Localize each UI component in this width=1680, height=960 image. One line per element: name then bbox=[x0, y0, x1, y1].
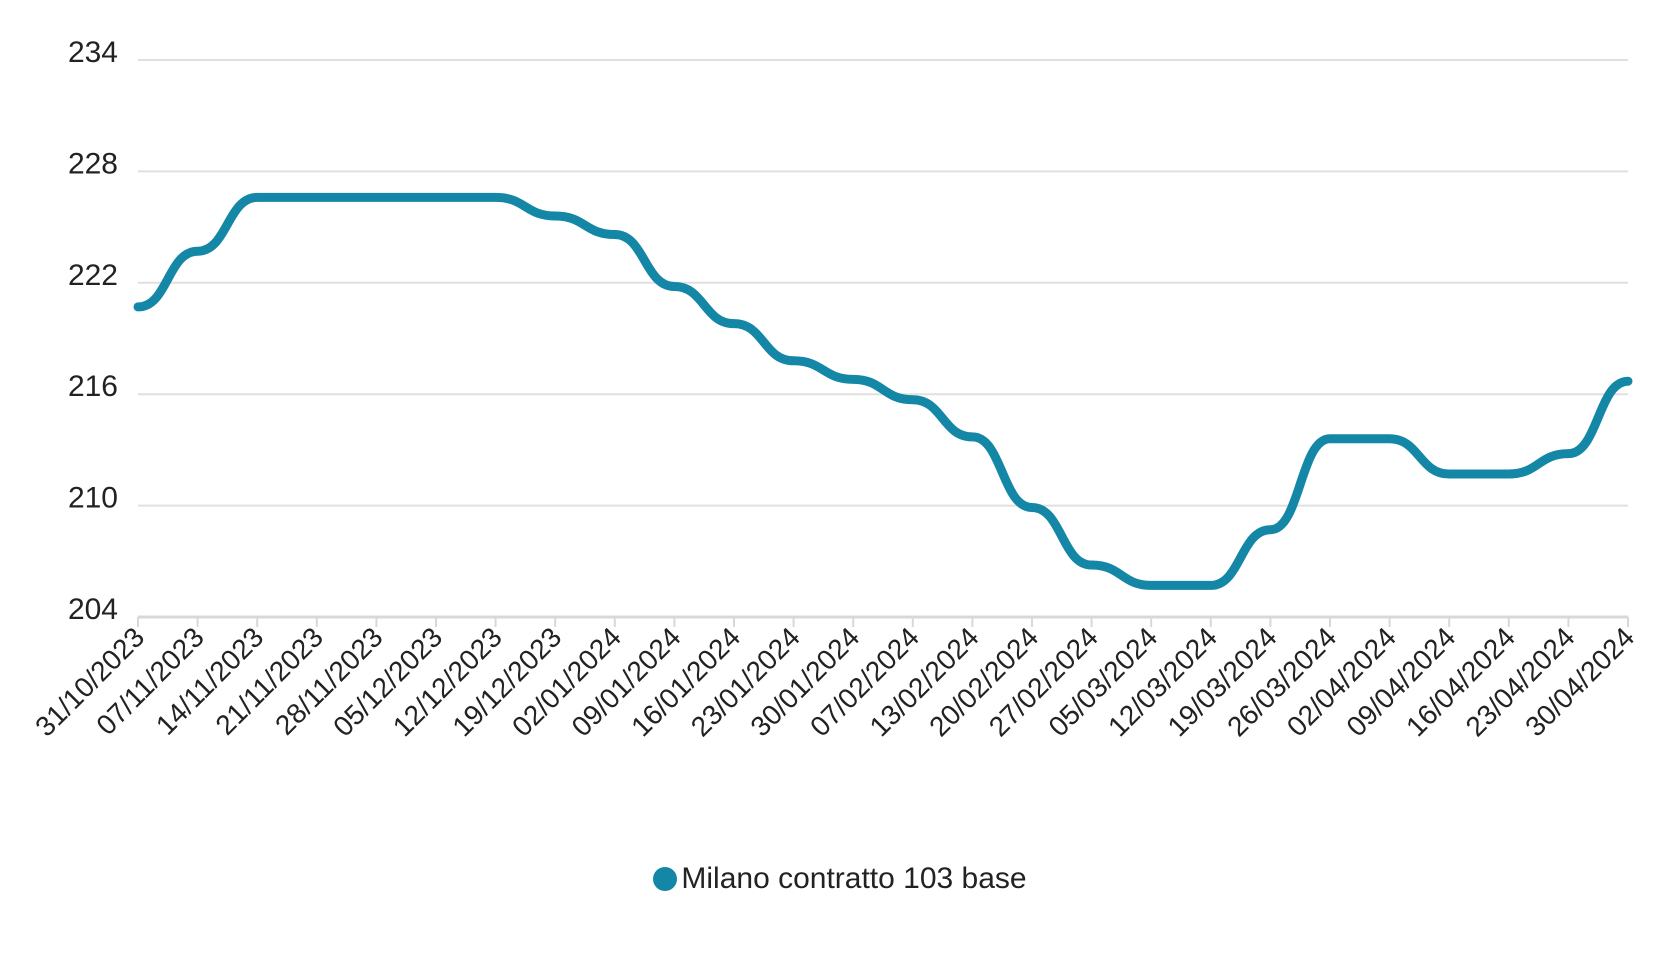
series-line-milano-contratto-103-base bbox=[133, 192, 1633, 590]
y-tick-label: 216 bbox=[68, 370, 118, 403]
y-tick-label: 204 bbox=[68, 593, 118, 626]
y-tick-label: 222 bbox=[68, 259, 118, 292]
legend: Milano contratto 103 base bbox=[0, 862, 1680, 896]
legend-marker bbox=[653, 867, 678, 891]
y-tick-label: 228 bbox=[68, 147, 118, 180]
y-tick-label: 234 bbox=[68, 36, 118, 69]
y-tick-label: 210 bbox=[68, 482, 118, 515]
legend-label: Milano contratto 103 base bbox=[681, 862, 1027, 895]
